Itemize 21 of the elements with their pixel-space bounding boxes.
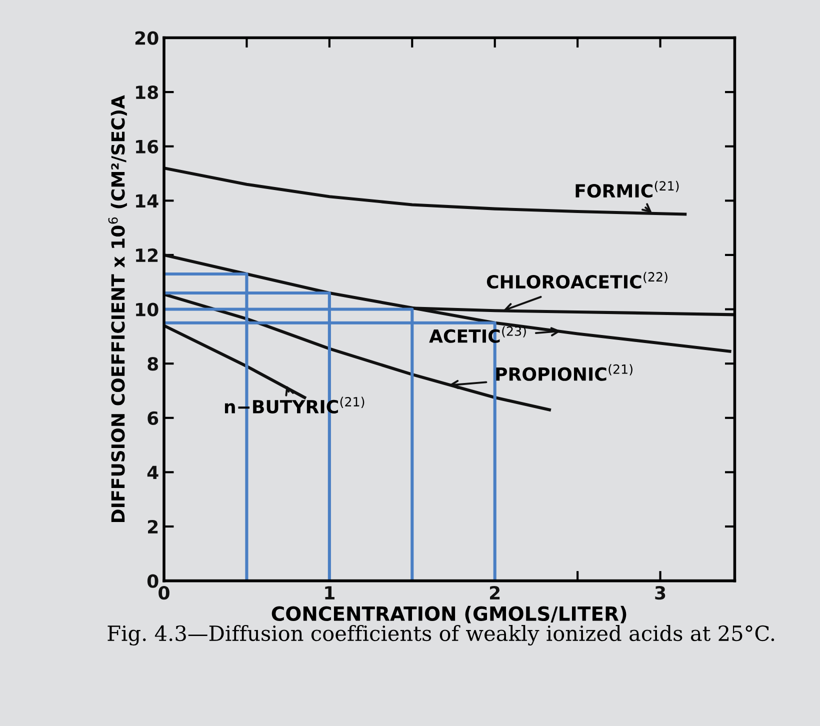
y-axis-title: DIFFUSION COEFFICIENT x 10$^{6}$ (CM²/SEC)A [108, 95, 127, 522]
caption: Fig. 4.3—Diffusion coefficients of weakly ionized acids at 25°C. [108, 625, 774, 646]
y-tick-label: 8 [148, 357, 158, 371]
y-tick-label: 12 [136, 248, 158, 262]
x-tick-label: 0 [158, 586, 170, 600]
y-tick-label: 16 [136, 140, 158, 154]
y-tick-label: 10 [136, 302, 158, 316]
y-tick-label: 6 [148, 411, 158, 425]
y-tick-label: 4 [147, 466, 158, 480]
y-tick-label: 0 [147, 574, 158, 588]
annotation: PROPIONIC$^{(21)}$ [496, 364, 632, 381]
y-tick-label: 14 [136, 194, 158, 208]
y-tick-label: 2 [148, 520, 158, 534]
x-axis-title: CONCENTRATION (GMOLS/LITER) [272, 606, 626, 624]
annotation: FORMIC$^{(21)}$ [576, 180, 679, 198]
x-tick-label: 3 [655, 586, 666, 600]
x-tick-label: 1 [325, 586, 334, 600]
y-tick-label: 18 [136, 86, 158, 100]
annotation: CHLOROACETIC$^{(22)}$ [486, 272, 668, 289]
x-tick-label: 2 [490, 586, 500, 600]
y-tick-label: 20 [135, 31, 158, 45]
